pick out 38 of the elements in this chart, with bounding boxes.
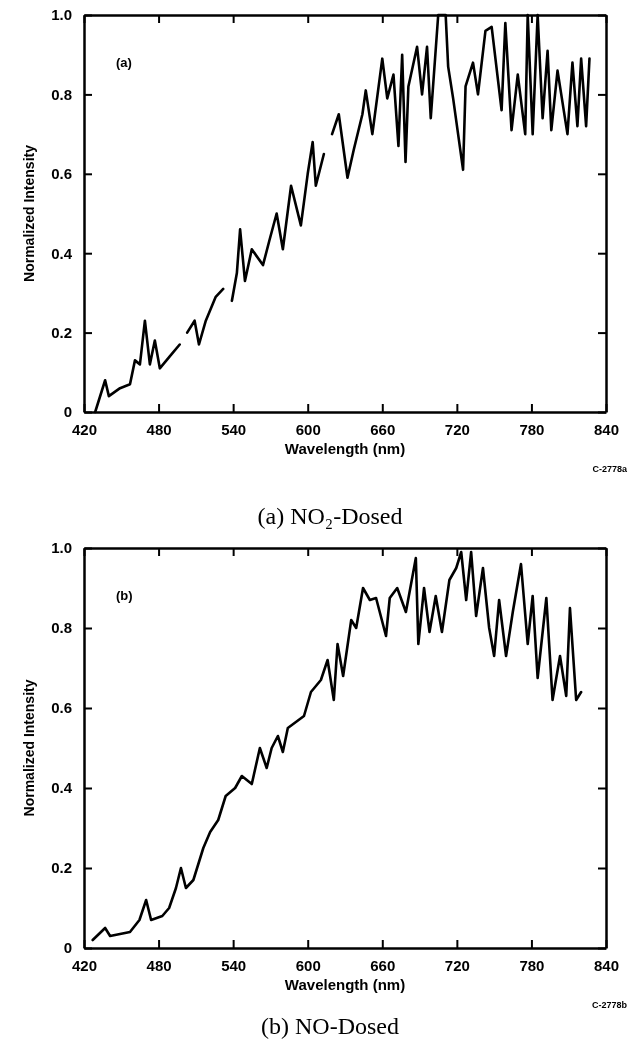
y-tick-label: 1.0 [51,6,72,24]
x-tick-label: 840 [593,420,620,438]
x-tick-label: 660 [370,956,396,974]
y-tick-label: 0 [63,939,72,957]
text: (b) NO-Dosed [261,1013,399,1039]
x-tick-label: 780 [519,420,545,438]
x-tick-label: 780 [519,956,545,974]
x-tick-label: 600 [295,420,321,438]
text: (a) NO₂-Dosed [257,503,403,529]
x-tick-label: 600 [295,956,321,974]
y-tick-label: 0.6 [51,699,72,717]
y-tick-label: 0.2 [51,323,72,341]
x-tick-label: 420 [71,956,98,974]
y-tick-label: 0.2 [51,859,72,877]
x-tick-label: 540 [221,956,247,974]
annotation: (a) [116,55,132,70]
y-tick-label: 0.8 [51,619,72,637]
x-tick-label: 420 [71,420,98,438]
y-axis-title: Normalized Intensity [21,144,37,282]
x-tick-label: 720 [444,420,470,438]
y-tick-label: 0.6 [51,165,72,183]
x-tick-label: 840 [593,956,620,974]
y-axis-title: Normalized Intensity [21,679,37,817]
text: C-2778a [592,464,628,474]
x-tick-label: 720 [444,956,470,974]
text: C-2778b [591,1000,628,1010]
y-tick-label: 0 [63,403,72,421]
x-tick-label: 480 [146,420,172,438]
y-tick-label: 1.0 [51,539,72,557]
x-axis-title: Wavelength (nm) [284,976,406,993]
y-tick-label: 0.4 [51,244,73,262]
x-axis-title: Wavelength (nm) [284,440,406,457]
annotation: (b) [116,588,133,603]
y-tick-label: 0.8 [51,85,72,103]
y-tick-label: 0.4 [51,779,73,797]
x-tick-label: 660 [370,420,396,438]
x-tick-label: 540 [221,420,247,438]
x-tick-label: 480 [146,956,172,974]
